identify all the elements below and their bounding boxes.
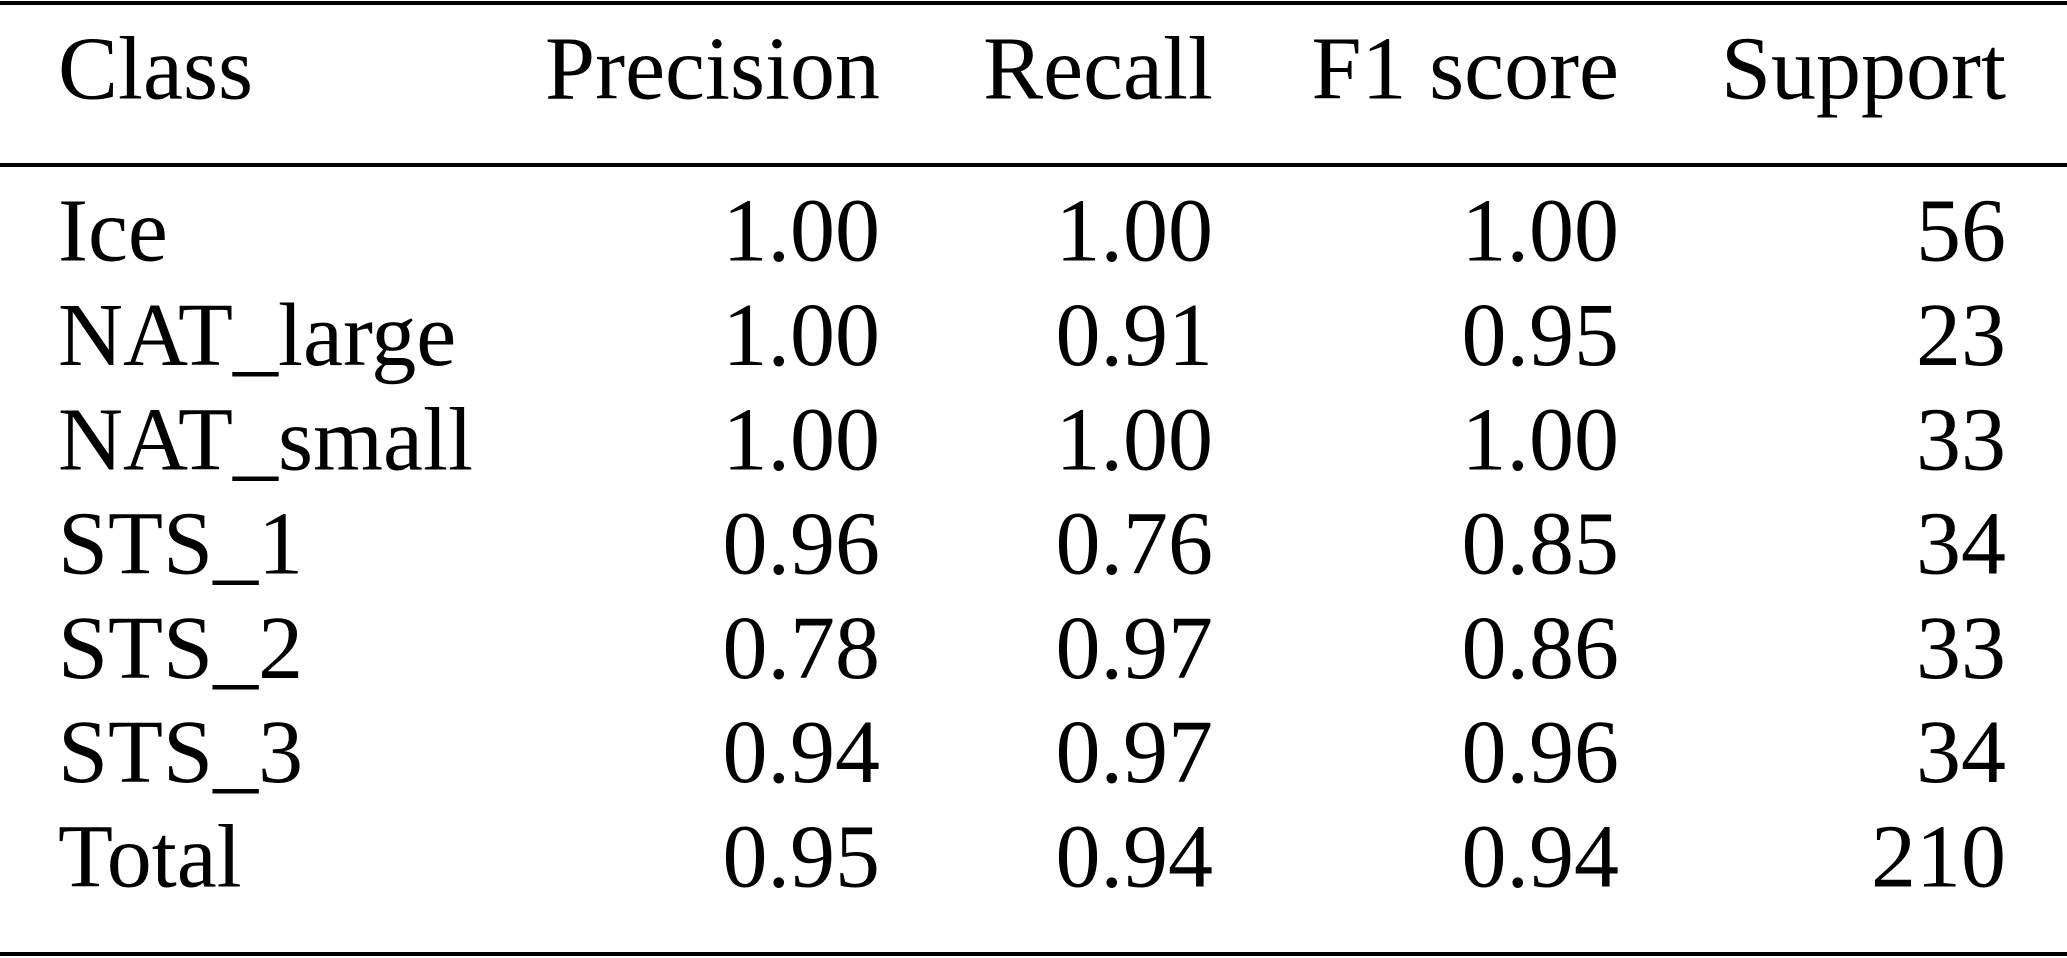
cell: 0.95 <box>1462 286 1620 385</box>
cell: 0.97 <box>1056 599 1214 698</box>
cell: 0.91 <box>1056 286 1214 385</box>
cell: 34 <box>1916 703 2006 802</box>
cell: 0.94 <box>1056 807 1214 906</box>
header-cell: Recall <box>983 20 1213 119</box>
cell: 0.97 <box>1056 703 1214 802</box>
cell: 0.95 <box>723 807 881 906</box>
row-label: NAT_small <box>58 390 473 489</box>
cell: 23 <box>1916 286 2006 385</box>
cell: 0.78 <box>723 599 881 698</box>
header-cell: Class <box>58 20 253 119</box>
cell: 34 <box>1916 495 2006 594</box>
row-label: NAT_large <box>58 286 456 385</box>
cell: 33 <box>1916 390 2006 489</box>
cell: 1.00 <box>723 390 881 489</box>
cell: 1.00 <box>1056 182 1214 281</box>
row-label: STS_2 <box>58 599 303 698</box>
cell: 1.00 <box>1056 390 1214 489</box>
cell: 0.85 <box>1462 495 1620 594</box>
cell: 33 <box>1916 599 2006 698</box>
header-cell: Precision <box>545 20 880 119</box>
cell: 56 <box>1916 182 2006 281</box>
cell: 0.96 <box>1462 703 1620 802</box>
row-label: Ice <box>58 182 168 281</box>
cell: 1.00 <box>1462 182 1620 281</box>
cell: 210 <box>1871 807 2006 906</box>
row-label: STS_1 <box>58 495 303 594</box>
cell: 1.00 <box>723 286 881 385</box>
header-cell: F1 score <box>1312 20 1619 119</box>
header-cell: Support <box>1721 20 2006 119</box>
row-label: STS_3 <box>58 703 303 802</box>
row-label: Total <box>58 807 242 906</box>
cell: 1.00 <box>723 182 881 281</box>
cell: 0.94 <box>723 703 881 802</box>
cell: 0.86 <box>1462 599 1620 698</box>
cell: 0.96 <box>723 495 881 594</box>
cell: 1.00 <box>1462 390 1620 489</box>
cell: 0.76 <box>1056 495 1214 594</box>
cell: 0.94 <box>1462 807 1620 906</box>
